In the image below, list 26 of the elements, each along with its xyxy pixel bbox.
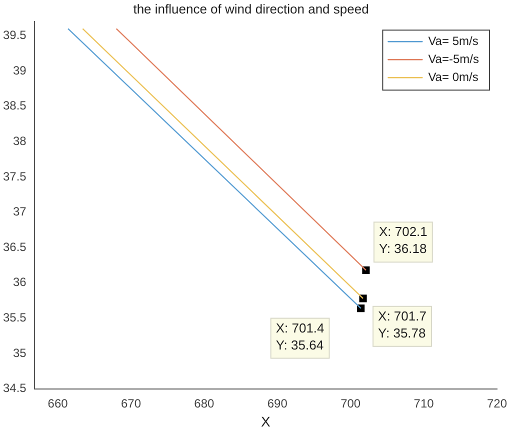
y-tick-label: 35.5 (2, 310, 27, 324)
legend-label: Va= 5m/s (428, 34, 478, 48)
annotation: X: 701.4 Y: 35.64 (276, 320, 324, 352)
x-axis-title: X (261, 413, 271, 430)
y-tick-label: 39 (12, 63, 27, 78)
y-tick-label: 37.5 (2, 169, 27, 184)
x-tick-label: 720 (486, 396, 508, 410)
y-tick-label: 34.5 (2, 381, 27, 396)
y-tick-label: 36.5 (2, 240, 27, 254)
x-tick-label: 690 (267, 396, 288, 410)
y-tick-label: 35 (12, 346, 27, 360)
y-tick-label: 39.5 (2, 28, 27, 42)
annotation: X: 701.7 Y: 35.78 (378, 308, 426, 340)
legend-label: Va=-5m/s (428, 52, 479, 66)
chart-title: the influence of wind direction and speed (133, 1, 369, 16)
y-tick-label: 36 (12, 275, 27, 290)
annotation: X: 702.1 Y: 36.18 (378, 224, 428, 256)
x-tick-label: 700 (340, 396, 361, 410)
y-tick-label: 37 (12, 204, 27, 219)
legend-label: Va= 0m/s (428, 70, 478, 84)
x-tick-label: 680 (194, 396, 215, 410)
x-tick-label: 670 (120, 396, 142, 410)
x-tick-label: 710 (414, 396, 434, 410)
x-tick-label: 660 (48, 396, 68, 410)
y-tick-label: 38 (12, 134, 27, 148)
y-tick-label: 38.5 (2, 98, 27, 113)
